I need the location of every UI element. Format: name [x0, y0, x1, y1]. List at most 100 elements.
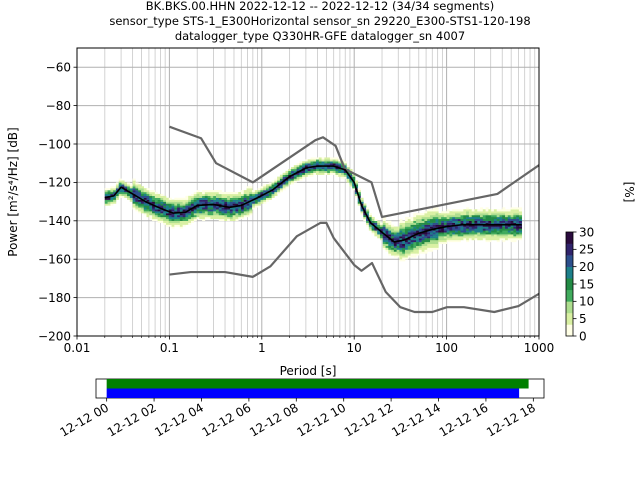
heatmap-cell [227, 203, 231, 206]
heatmap-cell [188, 218, 192, 221]
heatmap-cell [193, 203, 197, 206]
heatmap-cell [457, 215, 461, 218]
heatmap-cell [190, 193, 195, 197]
heatmap-cell [338, 172, 342, 175]
heatmap-cell [427, 240, 431, 243]
heatmap-cell [252, 199, 256, 202]
heatmap-cell [432, 211, 436, 214]
heatmap-cell [177, 218, 181, 221]
heatmap-cell [174, 218, 178, 221]
heatmap-cell [452, 232, 456, 235]
heatmap-cell [424, 228, 428, 231]
heatmap-cell [313, 167, 317, 170]
heatmap-cell [260, 192, 264, 195]
heatmap-cell [204, 209, 208, 212]
heatmap-cell [124, 193, 128, 197]
heatmap-cell [460, 236, 464, 239]
heatmap-cell [149, 195, 153, 198]
heatmap-cell [410, 238, 414, 241]
heatmap-cell [174, 203, 178, 206]
heatmap-cell [516, 222, 520, 225]
heatmap-cell [516, 215, 520, 218]
heatmap-cell [463, 230, 467, 233]
heatmap-cell [402, 259, 406, 262]
timeline-tick-label: 12-12 10 [294, 400, 348, 439]
heatmap-cell [316, 170, 320, 173]
heatmap-cell [427, 222, 431, 225]
heatmap-cell [154, 203, 158, 206]
heatmap-cell [243, 209, 247, 212]
heatmap-cell [285, 180, 289, 183]
heatmap-cell [388, 243, 392, 246]
heatmap-cell [210, 197, 214, 200]
heatmap-cell [293, 165, 297, 168]
heatmap-cell [232, 195, 236, 198]
heatmap-cell [457, 218, 461, 221]
heatmap-cell [399, 249, 403, 252]
heatmap-cell [446, 228, 450, 231]
heatmap-cell [505, 226, 509, 229]
heatmap-cell [213, 192, 217, 195]
heatmap-cell [174, 197, 178, 200]
heatmap-cell [438, 240, 442, 243]
heatmap-cell [215, 197, 220, 200]
heatmap-cell [460, 234, 464, 237]
heatmap-cell [185, 205, 189, 208]
heatmap-cell [177, 220, 181, 223]
heatmap-cell [502, 211, 506, 214]
heatmap-cell [168, 205, 172, 208]
heatmap-cell [388, 232, 392, 235]
heatmap-cell [438, 224, 442, 227]
heatmap-cell [307, 159, 311, 162]
heatmap-cell [477, 236, 481, 239]
heatmap-cell [327, 163, 331, 166]
heatmap-cell [513, 240, 517, 243]
heatmap-cell [516, 236, 520, 239]
heatmap-cell [138, 184, 142, 187]
heatmap-cell [249, 195, 253, 198]
heatmap-cell [518, 238, 523, 241]
heatmap-cell [171, 209, 175, 212]
heatmap-cell [318, 159, 322, 162]
heatmap-cell [271, 186, 275, 189]
heatmap-cell [232, 207, 236, 210]
heatmap-cell [466, 220, 470, 223]
heatmap-cell [235, 218, 239, 221]
heatmap-cell [332, 167, 336, 170]
heatmap-cell [218, 203, 222, 206]
heatmap-cell [266, 195, 270, 198]
heatmap-cell [254, 205, 258, 208]
heatmap-cell [279, 180, 283, 183]
heatmap-cell [438, 218, 442, 221]
heatmap-cell [146, 209, 150, 212]
heatmap-cell [416, 215, 420, 218]
heatmap-cell [346, 165, 350, 168]
heatmap-cell [357, 201, 361, 204]
heatmap-cell [388, 249, 392, 252]
heatmap-cell [413, 230, 417, 233]
heatmap-cell [227, 218, 231, 221]
heatmap-cell [441, 234, 445, 237]
heatmap-cell [488, 220, 492, 223]
heatmap-cell [129, 186, 133, 189]
heatmap-cell [429, 220, 434, 223]
heatmap-cell [374, 230, 378, 233]
heatmap-cell [235, 201, 239, 204]
heatmap-cell [366, 209, 370, 212]
heatmap-cell [402, 228, 406, 231]
heatmap-cell [202, 195, 206, 198]
heatmap-cell [407, 240, 411, 243]
heatmap-cell [374, 232, 378, 235]
heatmap-cell [210, 215, 214, 218]
heatmap-cell [421, 234, 425, 237]
heatmap-cell [377, 222, 381, 225]
heatmap-cell [421, 222, 425, 225]
heatmap-cell [335, 172, 339, 175]
heatmap-cell [179, 213, 183, 216]
heatmap-cell [404, 216, 409, 220]
heatmap-cell [271, 180, 275, 183]
heatmap-cell [407, 243, 411, 246]
heatmap-cell [357, 188, 361, 191]
heatmap-cell [235, 209, 239, 212]
heatmap-cell [124, 184, 128, 187]
